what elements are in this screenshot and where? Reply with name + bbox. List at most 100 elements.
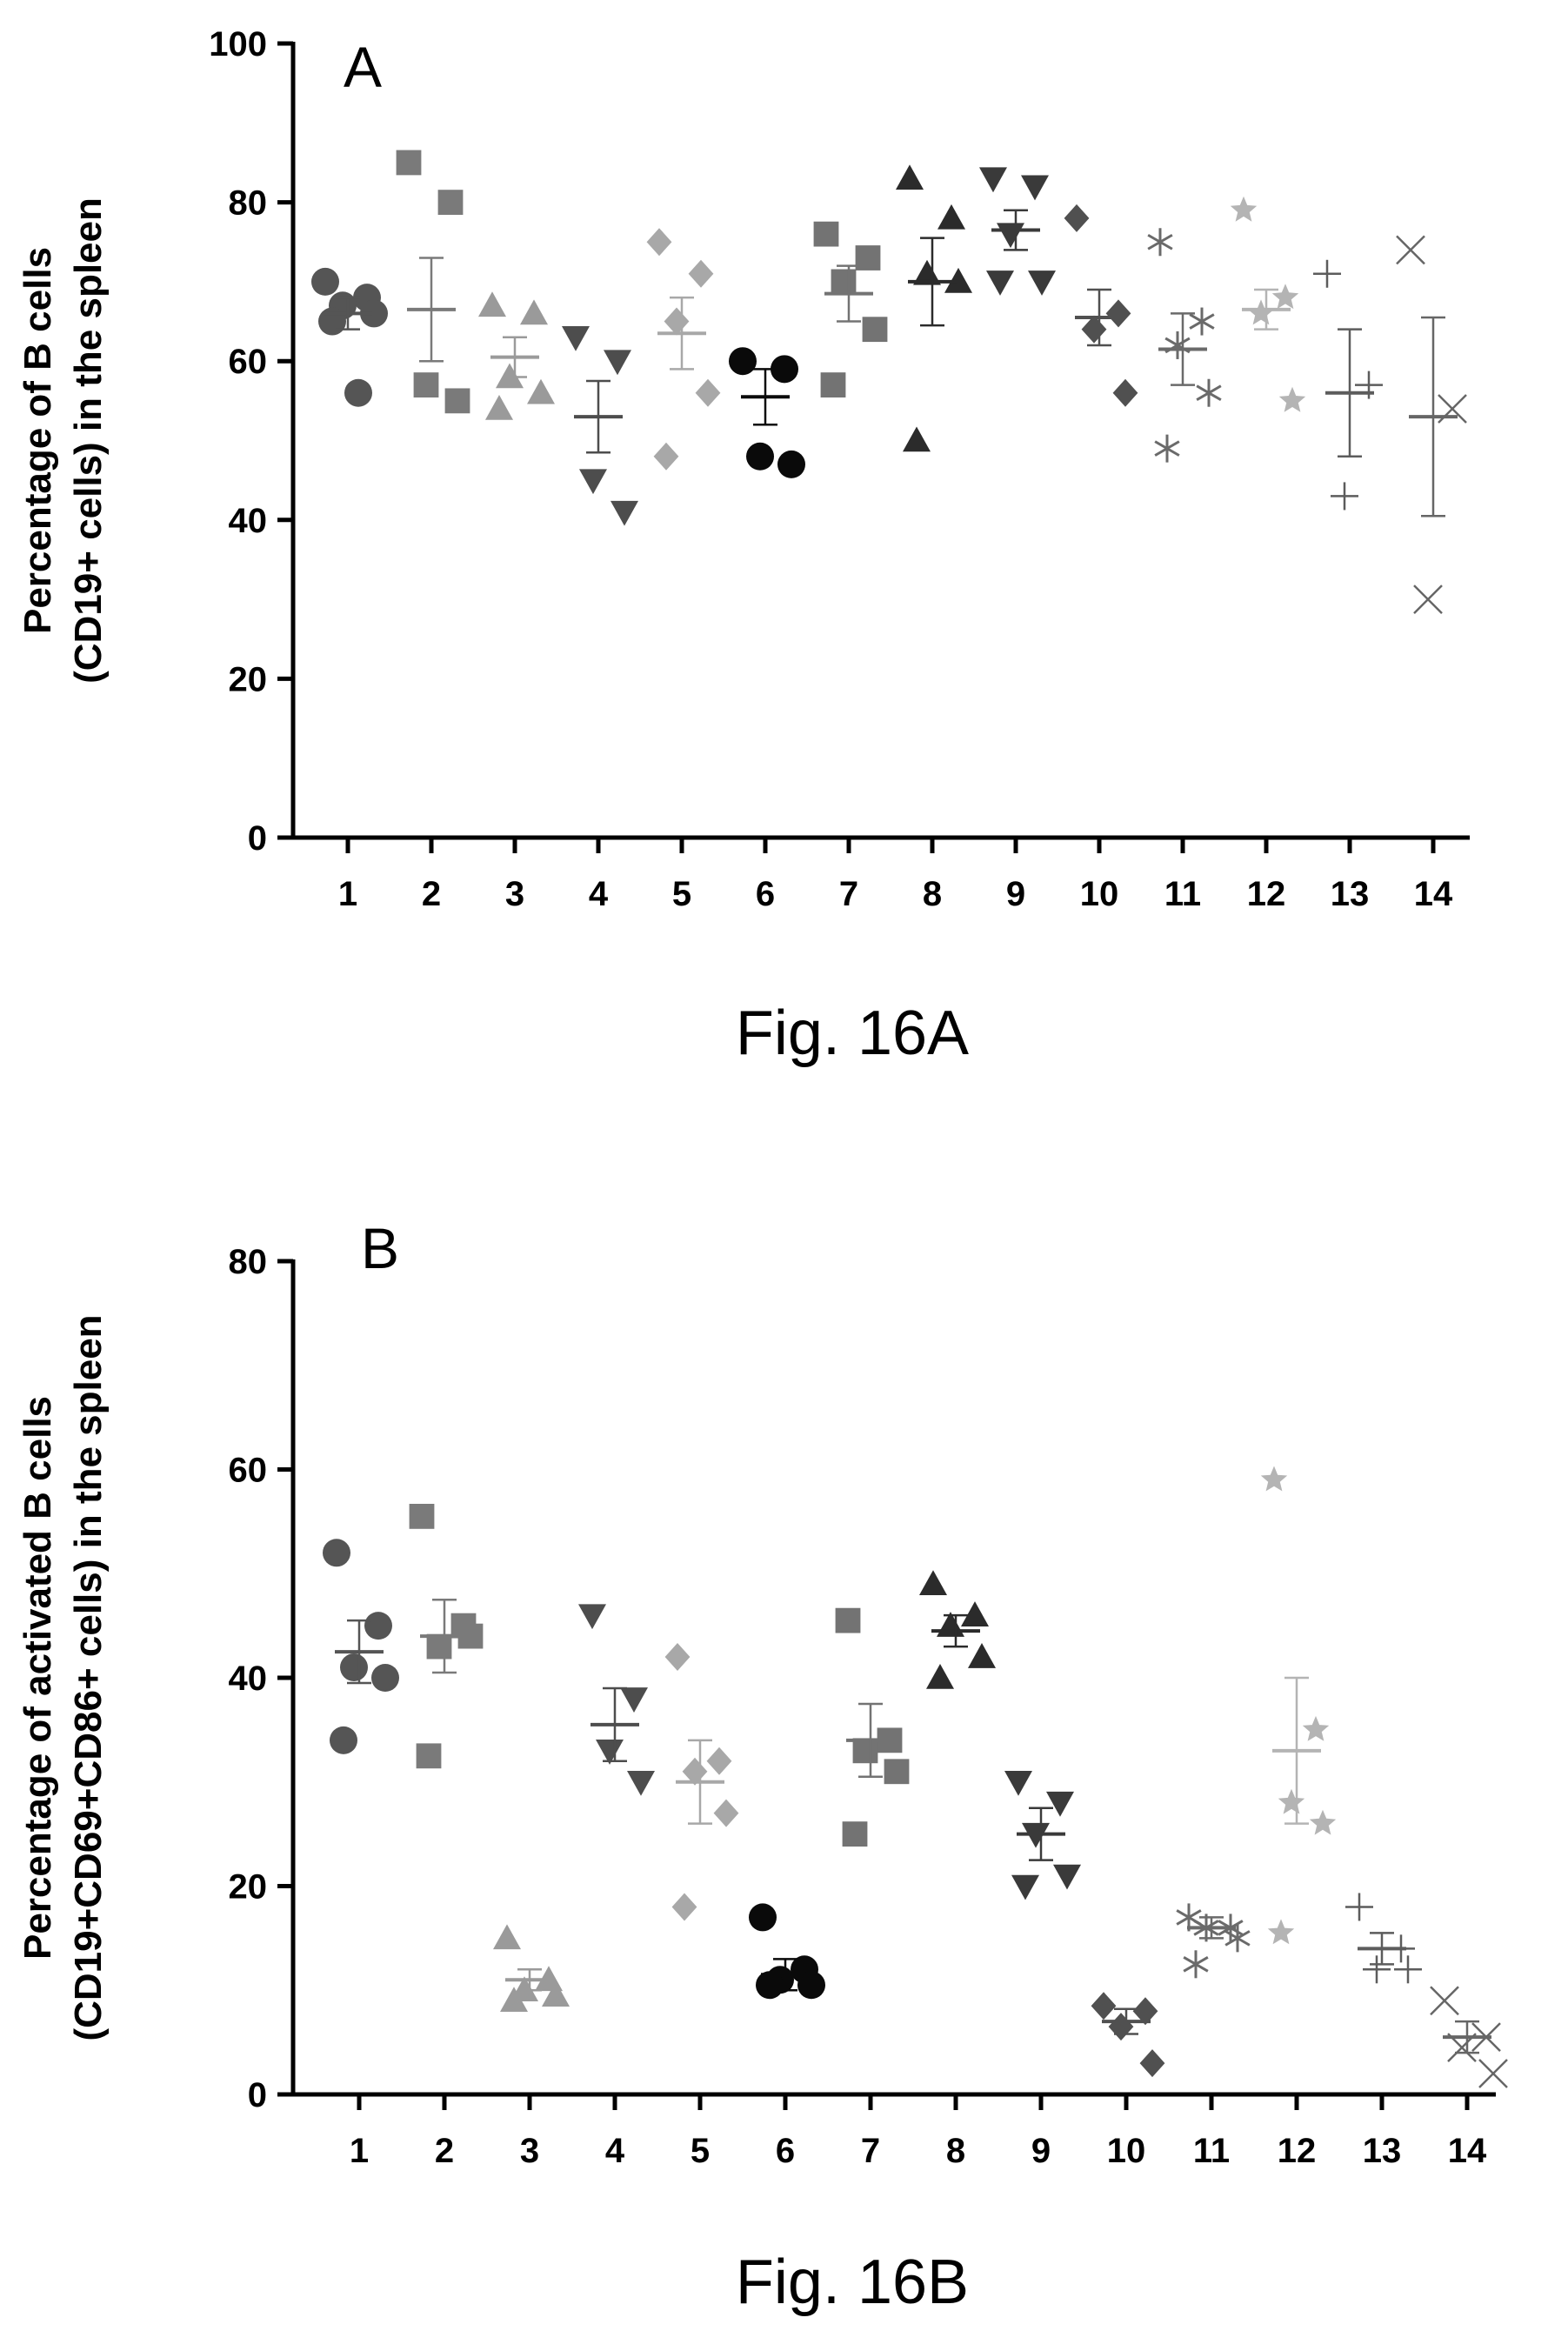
data-point-group-12	[1267, 1919, 1295, 1945]
data-point-group-7	[820, 372, 846, 397]
x-tick-label: 3	[520, 2132, 539, 2170]
x-tick-label: 4	[605, 2132, 625, 2170]
data-point-group-12	[1278, 386, 1306, 412]
data-point-group-10	[1105, 299, 1131, 328]
data-point-group-7	[884, 1759, 910, 1785]
data-point-group-13	[1331, 482, 1358, 511]
data-point-group-7	[831, 269, 857, 295]
y-tick-label: 60	[229, 1452, 268, 1490]
data-point-group-6	[797, 1971, 825, 2000]
data-point-group-1	[344, 378, 372, 407]
x-tick-label: 9	[1031, 2132, 1051, 2170]
group-10	[1064, 204, 1138, 407]
group-1	[323, 1539, 399, 1754]
data-point-group-4	[562, 326, 590, 351]
data-point-group-2	[426, 1633, 452, 1660]
data-point-group-1	[323, 1539, 350, 1567]
data-point-group-9	[997, 223, 1024, 249]
group-6	[749, 1903, 825, 2000]
x-tick-label: 8	[923, 875, 942, 913]
data-point-group-9	[1028, 270, 1056, 296]
data-point-group-8	[926, 1664, 954, 1689]
group-7	[813, 221, 888, 397]
data-point-group-9	[986, 270, 1014, 296]
y-tick-label: 20	[229, 660, 268, 698]
data-point-group-1	[371, 1664, 399, 1692]
group-2	[396, 150, 470, 414]
data-point-group-3	[542, 1981, 570, 2007]
x-tick-label: 2	[422, 875, 441, 913]
data-point-group-6	[756, 1971, 784, 2000]
data-point-group-9	[1021, 175, 1049, 201]
data-point-group-14	[1430, 1986, 1459, 2016]
data-point-group-13	[1363, 1955, 1391, 1984]
data-point-group-12	[1230, 196, 1258, 222]
y-tick-label: 0	[248, 2076, 267, 2114]
panel-label: A	[344, 35, 382, 99]
data-point-group-14	[1478, 2059, 1508, 2088]
data-point-group-11	[1154, 434, 1180, 463]
group-5	[646, 228, 721, 471]
group-1	[311, 267, 388, 407]
data-point-group-4	[611, 500, 638, 526]
data-point-group-2	[416, 1743, 442, 1769]
data-point-group-5	[664, 307, 690, 336]
data-point-group-10	[1139, 2049, 1165, 2078]
group-6	[729, 347, 805, 478]
data-point-group-5	[688, 259, 714, 288]
x-tick-label: 10	[1107, 2132, 1146, 2170]
y-tick-label: 40	[229, 502, 268, 540]
data-point-group-5	[713, 1799, 739, 1827]
data-point-group-12	[1271, 284, 1299, 310]
x-tick-label: 5	[672, 875, 691, 913]
data-point-group-1	[330, 1726, 357, 1754]
data-point-group-8	[944, 267, 972, 293]
data-point-group-3	[478, 291, 506, 317]
y-axis-label: Percentage of B cells	[17, 247, 59, 634]
data-point-group-5	[706, 1747, 732, 1775]
y-tick-label: 0	[248, 819, 267, 858]
x-tick-label: 5	[691, 2132, 710, 2170]
data-point-group-3	[485, 394, 513, 420]
group-7	[835, 1607, 910, 1847]
y-axis-label: Percentage of activated B cells	[17, 1396, 59, 1960]
data-point-group-9	[979, 167, 1007, 193]
x-tick-label: 1	[350, 2132, 369, 2170]
data-point-group-13	[1394, 1955, 1422, 1984]
data-point-group-8	[937, 204, 965, 230]
data-point-group-9	[1046, 1791, 1074, 1817]
data-point-group-12	[1278, 1788, 1305, 1814]
x-tick-label: 8	[946, 2132, 965, 2170]
x-tick-label: 10	[1080, 875, 1119, 913]
x-tick-label: 13	[1331, 875, 1370, 913]
x-tick-label: 1	[338, 875, 357, 913]
data-point-group-10	[1091, 1992, 1117, 2020]
x-tick-label: 2	[435, 2132, 454, 2170]
group-8	[896, 164, 972, 452]
x-tick-label: 4	[589, 875, 609, 913]
data-point-group-1	[340, 1653, 368, 1682]
data-point-group-2	[437, 190, 464, 215]
x-tick-label: 7	[839, 875, 858, 913]
data-point-group-8	[961, 1601, 989, 1626]
data-point-group-7	[862, 317, 888, 343]
data-point-group-3	[500, 1987, 528, 2013]
data-point-group-14	[1413, 584, 1443, 614]
data-point-group-1	[311, 267, 339, 296]
data-point-group-12	[1309, 1809, 1337, 1835]
data-point-group-4	[579, 469, 607, 495]
y-axis-label: (CD19+CD69+CD86+ cells) in the spleen	[67, 1314, 110, 2040]
group-9	[1004, 1770, 1081, 1900]
group-14	[1396, 235, 1467, 614]
data-point-group-14	[1396, 235, 1425, 265]
data-point-group-13	[1313, 259, 1341, 288]
data-point-group-5	[695, 378, 721, 407]
data-point-group-3	[527, 378, 555, 404]
data-point-group-10	[1081, 315, 1107, 344]
data-point-group-6	[771, 355, 798, 384]
data-point-group-7	[842, 1821, 868, 1847]
group-14	[1430, 1986, 1508, 2088]
data-point-group-6	[729, 347, 757, 376]
group-3	[478, 291, 555, 420]
